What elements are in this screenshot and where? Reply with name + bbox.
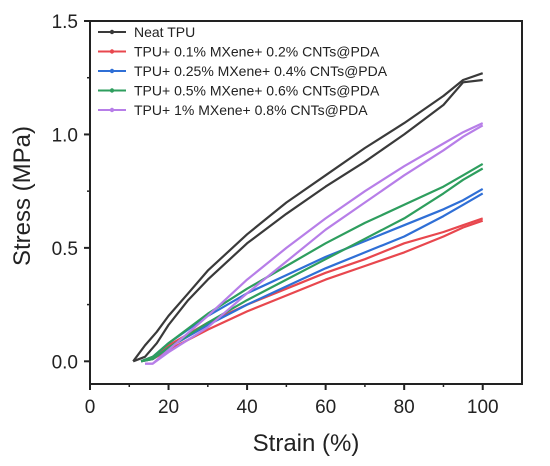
legend-label: TPU+ 0.1% MXene+ 0.2% CNTs@PDA [134, 44, 380, 60]
plot-border [89, 20, 523, 385]
axes: 0 20 40 60 80 100 0.0 0.5 1.0 1.5 [52, 12, 499, 418]
legend-label: TPU+ 0.5% MXene+ 0.6% CNTs@PDA [134, 83, 380, 99]
legend-label: TPU+ 0.25% MXene+ 0.4% CNTs@PDA [134, 63, 388, 79]
legend-label: TPU+ 1% MXene+ 0.8% CNTs@PDA [134, 102, 368, 118]
plot-area [89, 20, 523, 385]
legend-swatch-marker [109, 107, 115, 113]
series-4-loading-line [145, 122, 484, 365]
series-4-unloading-line [145, 124, 484, 365]
x-tick-label: 80 [394, 397, 415, 418]
series-0-loading-line [132, 72, 484, 362]
series-3-unloading-line [140, 167, 484, 363]
x-tick-label: 40 [237, 397, 258, 418]
y-tick-label: 1.0 [52, 125, 78, 146]
series-0-unloading-line [132, 78, 483, 363]
y-axis-title: Stress (MPa) [9, 126, 36, 266]
y-tick-label: 0.0 [52, 352, 78, 373]
legend-swatch-marker [109, 88, 115, 93]
legend: Neat TPU TPU+ 0.1% MXene+ 0.2% CNTs@PDA TP… [98, 24, 388, 118]
series-1-loading-line [140, 217, 484, 363]
x-tick-label: 100 [467, 397, 499, 418]
x-tick-label: 0 [85, 397, 96, 418]
y-tick-label: 1.5 [52, 12, 78, 33]
series-3-loading-line [140, 162, 484, 363]
legend-swatch-marker [109, 49, 115, 54]
y-tick-label: 0.5 [52, 239, 78, 260]
x-tick-label: 60 [315, 397, 336, 418]
x-axis-title: Strain (%) [253, 430, 360, 457]
legend-swatch-marker [109, 29, 115, 35]
x-tick-label: 20 [158, 397, 179, 418]
series-curves [132, 72, 484, 365]
legend-label: Neat TPU [134, 24, 195, 40]
legend-swatch-marker [109, 68, 115, 74]
